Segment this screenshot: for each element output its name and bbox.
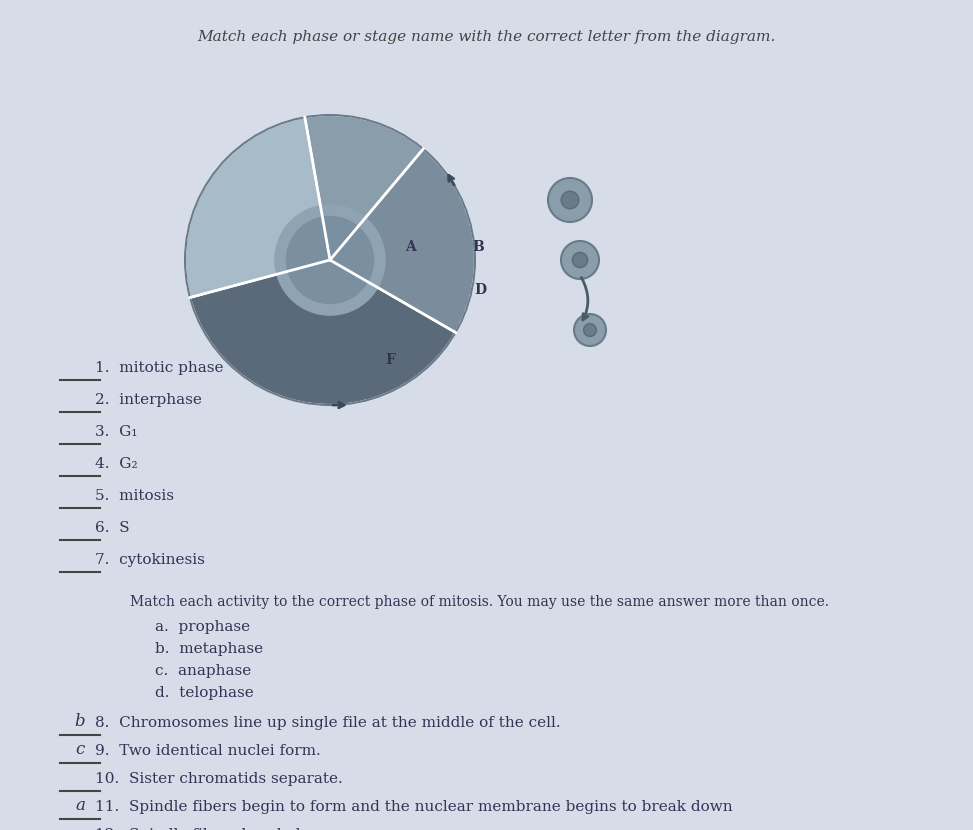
Circle shape	[561, 241, 599, 279]
Text: 1.  mitotic phase: 1. mitotic phase	[95, 361, 224, 375]
Text: b: b	[75, 713, 86, 730]
Text: 6.  S: 6. S	[95, 521, 129, 535]
Circle shape	[548, 178, 592, 222]
Text: 7.  cytokinesis: 7. cytokinesis	[95, 553, 205, 567]
Wedge shape	[185, 117, 330, 297]
Circle shape	[574, 314, 606, 346]
Text: 3.  G₁: 3. G₁	[95, 425, 137, 439]
Wedge shape	[190, 260, 455, 405]
Text: c: c	[75, 741, 85, 758]
Circle shape	[275, 205, 385, 315]
Text: 9.  Two identical nuclei form.: 9. Two identical nuclei form.	[95, 744, 321, 758]
Text: Match each activity to the correct phase of mitosis. You may use the same answer: Match each activity to the correct phase…	[130, 595, 829, 609]
Circle shape	[584, 324, 596, 336]
Text: a: a	[75, 797, 85, 814]
Text: 10.  Sister chromatids separate.: 10. Sister chromatids separate.	[95, 772, 342, 786]
Text: A: A	[405, 240, 415, 254]
Text: Match each phase or stage name with the correct letter from the diagram.: Match each phase or stage name with the …	[197, 30, 775, 44]
Text: 5.  mitosis: 5. mitosis	[95, 489, 174, 503]
Circle shape	[561, 191, 579, 209]
Text: 11.  Spindle fibers begin to form and the nuclear membrane begins to break down: 11. Spindle fibers begin to form and the…	[95, 800, 733, 814]
Text: 2.  interphase: 2. interphase	[95, 393, 201, 407]
Text: c.  anaphase: c. anaphase	[155, 664, 251, 678]
Wedge shape	[330, 149, 475, 333]
Text: a.  prophase: a. prophase	[155, 620, 250, 634]
Circle shape	[286, 217, 374, 304]
Text: F: F	[385, 353, 395, 367]
Text: 12.  Spindle fibers break down.: 12. Spindle fibers break down.	[95, 828, 338, 830]
Wedge shape	[305, 115, 423, 260]
Text: d.  telophase: d. telophase	[155, 686, 254, 700]
Text: B: B	[472, 240, 484, 254]
Text: b.  metaphase: b. metaphase	[155, 642, 263, 656]
Text: 8.  Chromosomes line up single file at the middle of the cell.: 8. Chromosomes line up single file at th…	[95, 716, 560, 730]
Text: D: D	[474, 283, 486, 297]
Circle shape	[572, 252, 588, 267]
Text: 4.  G₂: 4. G₂	[95, 457, 137, 471]
